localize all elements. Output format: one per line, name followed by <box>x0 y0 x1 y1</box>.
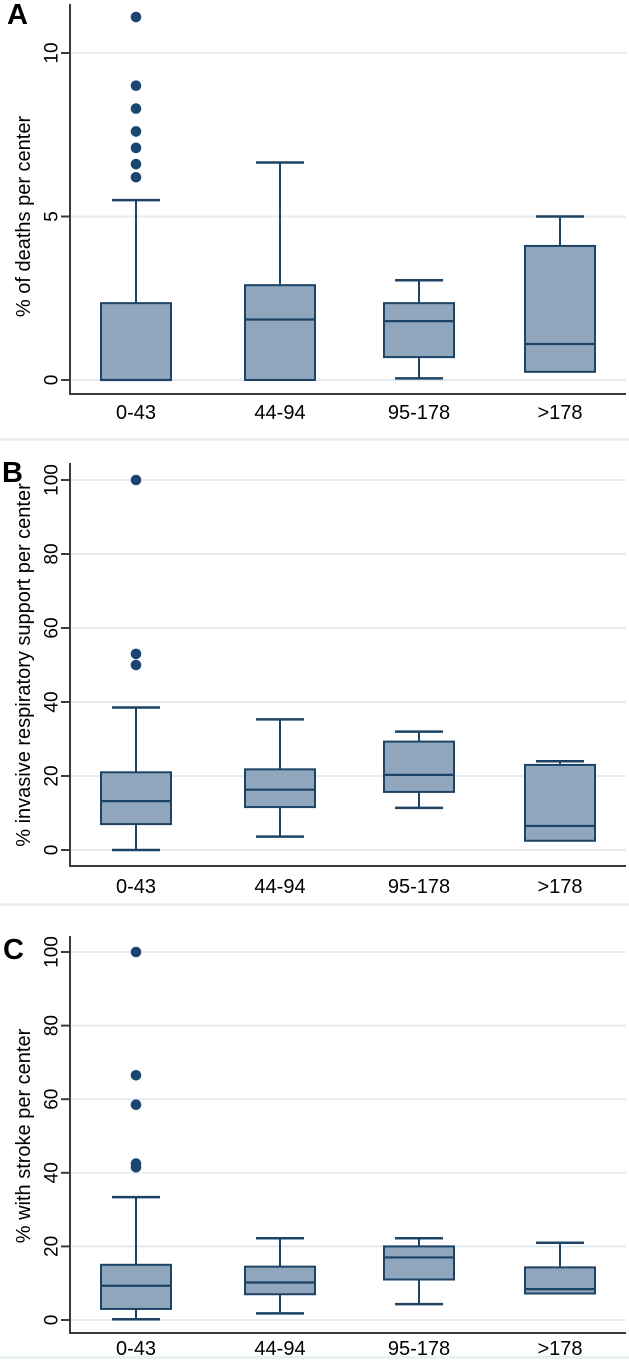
boxplot-deaths-per-center: 0 5 10 % of deaths per center 0-43 44-94 95-17… <box>13 4 626 424</box>
outlier-dot <box>130 158 142 170</box>
outlier-dot <box>130 1069 142 1081</box>
x-category-label: 0-43 <box>116 1338 156 1360</box>
outlier-dot <box>130 659 142 671</box>
y-tick-label: 60 <box>42 617 63 638</box>
outlier-dot <box>130 142 142 154</box>
box-group-44-94 <box>244 718 316 838</box>
x-category-label: >178 <box>537 402 582 424</box>
panel-c: C 0 20 40 60 80 100 % with stroke per center 0-… <box>0 908 629 1361</box>
iqr-box <box>100 1263 172 1310</box>
box-group-0-43 <box>100 11 172 382</box>
box-group->178 <box>524 1241 596 1295</box>
iqr-box <box>383 740 455 793</box>
x-category-label: 95-178 <box>388 876 450 898</box>
x-category-label: 95-178 <box>388 402 450 424</box>
panel-a-letter: A <box>7 0 28 31</box>
panel-b-letter: B <box>2 457 23 489</box>
outlier-dot <box>130 80 142 91</box>
iqr-box <box>100 302 172 381</box>
outlier-dot <box>130 1099 142 1111</box>
x-category-label: 44-94 <box>254 876 305 898</box>
outlier-dot <box>130 171 142 183</box>
iqr-box <box>244 1265 316 1296</box>
iqr-box <box>383 1245 455 1281</box>
y-tick-label: 20 <box>42 765 63 786</box>
panel-a-divider <box>0 438 629 441</box>
box-group->178 <box>524 759 596 842</box>
box-group-95-178 <box>383 730 455 810</box>
outlier-dot <box>130 474 142 486</box>
x-category-label: 95-178 <box>388 1338 450 1360</box>
y-tick-label: 0 <box>42 845 63 856</box>
outlier-dot <box>130 946 142 958</box>
iqr-box <box>244 768 316 809</box>
y-axis-title: % invasive respiratory support per cente… <box>13 483 35 847</box>
x-category-label: 44-94 <box>254 1338 305 1360</box>
iqr-box <box>524 244 596 373</box>
outlier-dot <box>130 648 142 660</box>
y-tick-label: 20 <box>42 1236 63 1257</box>
x-category-label: >178 <box>537 876 582 898</box>
y-tick-label: 80 <box>42 1015 63 1036</box>
boxplot-invasive-respiratory-support: 0 20 40 60 80 100 % invasive respiratory suppo… <box>13 463 626 898</box>
box-group-44-94 <box>244 1237 316 1315</box>
y-axis-title: % of deaths per center <box>13 116 35 318</box>
y-tick-label: 100 <box>42 464 63 496</box>
y-tick-label: 40 <box>42 691 63 712</box>
box-group-0-43 <box>100 474 172 852</box>
y-axis-title: % with stroke per center <box>13 1028 35 1243</box>
iqr-box <box>524 763 596 842</box>
x-category-label: >178 <box>537 1338 582 1360</box>
y-tick-label: 0 <box>42 375 63 386</box>
panel-b: B 0 20 40 60 80 100 % invasive respiratory sup… <box>0 443 629 908</box>
y-tick-label: 100 <box>42 936 63 968</box>
outlier-dot <box>130 103 142 114</box>
iqr-box <box>100 771 172 826</box>
y-tick-label: 80 <box>42 543 63 564</box>
iqr-box <box>244 284 316 382</box>
panel-a: A 0 5 10 % of deaths per center 0-43 44-94 95-… <box>0 0 629 443</box>
panel-c-divider <box>0 1356 629 1359</box>
outlier-dot <box>130 1158 142 1169</box>
box-group-44-94 <box>244 161 316 382</box>
y-tick-label: 60 <box>42 1089 63 1110</box>
y-tick-label: 40 <box>42 1162 63 1183</box>
box-group-0-43 <box>100 946 172 1321</box>
boxplot-stroke-per-center: 0 20 40 60 80 100 % with stroke per center 0-43… <box>13 936 626 1360</box>
x-category-label: 0-43 <box>116 876 156 898</box>
box-group-95-178 <box>383 1237 455 1306</box>
y-tick-label: 0 <box>42 1315 63 1326</box>
box-group-95-178 <box>383 279 455 380</box>
outlier-dot <box>130 11 142 23</box>
x-category-label: 44-94 <box>254 402 305 424</box>
outlier-dot <box>130 126 142 137</box>
box-group->178 <box>524 215 596 373</box>
y-tick-label: 5 <box>42 211 63 222</box>
y-tick-label: 10 <box>42 42 63 63</box>
iqr-box <box>383 302 455 359</box>
x-category-label: 0-43 <box>116 402 156 424</box>
panel-c-letter: C <box>3 934 24 966</box>
panel-b-divider <box>0 903 629 906</box>
